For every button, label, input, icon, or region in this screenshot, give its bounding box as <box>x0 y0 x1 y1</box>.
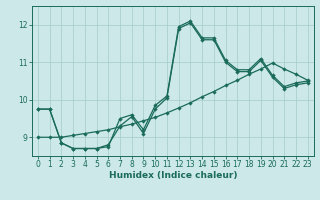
X-axis label: Humidex (Indice chaleur): Humidex (Indice chaleur) <box>108 171 237 180</box>
